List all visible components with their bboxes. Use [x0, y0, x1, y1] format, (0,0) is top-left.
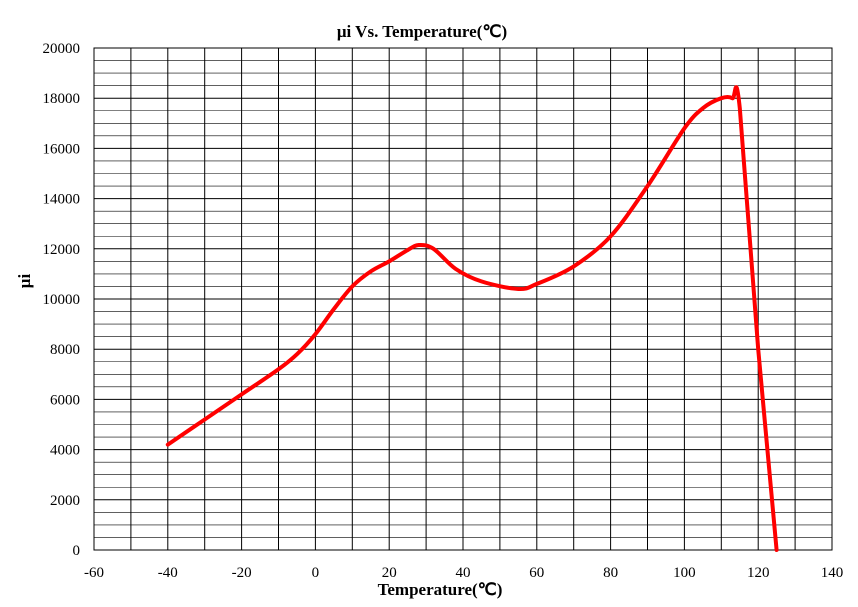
x-tick-label: -40 — [158, 565, 178, 581]
data-point — [647, 185, 648, 187]
x-tick-label: 100 — [673, 565, 696, 581]
data-point — [370, 270, 372, 272]
y-tick-label: 10000 — [43, 292, 81, 308]
data-point — [702, 107, 704, 109]
x-tick-label: 120 — [747, 565, 770, 581]
data-point — [407, 249, 409, 251]
data-point — [455, 268, 457, 270]
data-point — [480, 280, 482, 282]
data-point — [432, 248, 434, 250]
data-point — [204, 418, 206, 420]
data-point — [296, 353, 298, 355]
x-tick-label: 40 — [456, 565, 471, 581]
x-tick-label: 60 — [529, 565, 544, 581]
data-point — [241, 393, 243, 395]
y-tick-label: 6000 — [50, 392, 80, 408]
y-tick-label: 16000 — [43, 141, 81, 157]
data-point — [683, 127, 685, 129]
data-point — [776, 549, 778, 551]
data-point — [573, 265, 575, 267]
data-point — [278, 368, 279, 370]
x-tick-label: -20 — [232, 565, 252, 581]
series-layer — [165, 85, 779, 552]
data-point — [739, 107, 741, 109]
tick-labels: -60 -40 -20 0 20 40 60 80 100 120 140 0 2000 4000 6000… — [43, 41, 844, 581]
data-point — [388, 260, 390, 262]
y-tick-label: 4000 — [50, 443, 80, 459]
data-point — [720, 97, 722, 99]
y-axis-title: μi — [15, 274, 34, 289]
series-line — [165, 85, 779, 552]
x-tick-label: 140 — [821, 565, 844, 581]
data-point — [167, 444, 169, 446]
data-point — [333, 308, 335, 310]
chart-title: μi Vs. Temperature(℃) — [337, 22, 507, 41]
y-tick-label: 2000 — [50, 493, 80, 509]
data-point — [351, 285, 353, 287]
x-tick-label: -60 — [84, 565, 104, 581]
x-axis-title: Temperature(℃) — [378, 580, 503, 599]
data-point — [757, 348, 759, 350]
x-tick-label: 0 — [312, 565, 320, 581]
x-tick-label: 80 — [603, 565, 618, 581]
y-tick-label: 8000 — [50, 342, 80, 358]
data-point — [517, 288, 519, 290]
y-tick-label: 20000 — [43, 41, 81, 57]
plot-frame — [93, 47, 833, 551]
y-tick-label: 18000 — [43, 91, 81, 107]
x-tick-label: 20 — [382, 565, 397, 581]
data-point — [610, 235, 612, 237]
y-tick-label: 12000 — [43, 242, 81, 258]
y-tick-label: 14000 — [43, 192, 81, 208]
grid — [93, 47, 833, 551]
data-point — [731, 97, 733, 99]
y-tick-label: 0 — [73, 543, 81, 559]
data-point — [536, 283, 538, 285]
data-point — [418, 244, 420, 246]
data-point — [314, 333, 316, 335]
